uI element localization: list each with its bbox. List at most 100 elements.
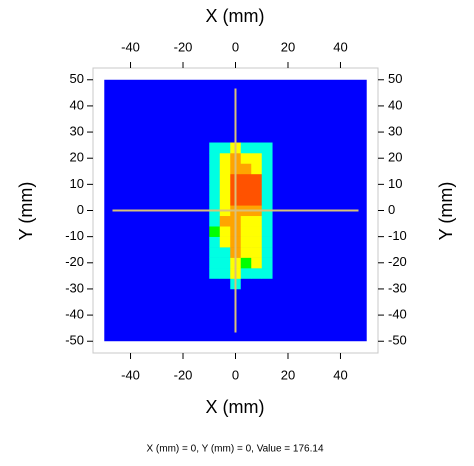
heatmap-cell [209, 268, 221, 279]
y-tick-label-right: 10 [388, 176, 402, 191]
heatmap-cell [209, 247, 221, 258]
heatmap-cell [209, 278, 221, 290]
x-axis-title-bottom: X (mm) [206, 397, 265, 417]
heatmap-cell [251, 247, 263, 258]
heatmap-cell [240, 247, 252, 258]
heatmap-cell [261, 268, 273, 279]
y-tick-label-left: 50 [70, 71, 84, 86]
heatmap-cell [261, 278, 273, 290]
heatmap-cell [240, 194, 252, 206]
heatmap-cell [219, 142, 231, 154]
heatmap-cell [240, 215, 252, 227]
heatmap-cell [240, 257, 252, 269]
y-tick-label-left: -20 [65, 254, 84, 269]
y-tick-label-left: 10 [70, 176, 84, 191]
y-tick-label-right: 40 [388, 97, 402, 112]
x-tick-label-bottom: 40 [333, 367, 347, 382]
x-tick-label-top: 20 [281, 39, 295, 54]
x-tick-label-top: 40 [333, 39, 347, 54]
heatmap-cell [219, 173, 231, 185]
heatmap-cell [261, 215, 273, 227]
y-tick-label-right: -50 [388, 333, 407, 348]
heatmap-cell [261, 142, 273, 154]
heatmap-cell [219, 278, 231, 290]
y-axis-title-right: Y (mm) [436, 182, 456, 241]
heatmap-cell [209, 184, 221, 196]
heatmap-cell [219, 194, 231, 206]
heatmap-cell [209, 215, 221, 227]
heatmap-cell [240, 268, 252, 279]
heatmap-cell [240, 142, 252, 154]
y-tick-label-left: -40 [65, 307, 84, 322]
heatmap-cell [240, 226, 252, 237]
heatmap-cell [240, 173, 252, 185]
y-tick-label-right: -30 [388, 280, 407, 295]
x-tick-label-top: 0 [232, 39, 239, 54]
heatmap-cell [261, 257, 273, 269]
y-tick-label-left: 30 [70, 123, 84, 138]
heatmap-cell [261, 236, 273, 248]
heatmap-cell [261, 184, 273, 196]
x-axis-title-top: X (mm) [206, 6, 265, 26]
heatmap-cell [219, 163, 231, 175]
heatmap-cell [240, 184, 252, 196]
heatmap-cell [209, 142, 221, 154]
y-tick-label-right: -40 [388, 307, 407, 322]
heatmap-cell [209, 163, 221, 175]
heatmap-cell [240, 163, 252, 175]
y-tick-label-left: 40 [70, 97, 84, 112]
heatmap-cell [251, 163, 263, 175]
heatmap-cell [261, 194, 273, 206]
heatmap-cell [261, 173, 273, 185]
x-tick-label-top: -40 [121, 39, 140, 54]
y-axis-title-left: Y (mm) [16, 182, 36, 241]
heatmap-cell [209, 194, 221, 206]
heatmap-cell [209, 152, 221, 164]
heatmap-cell [209, 173, 221, 185]
x-tick-label-bottom: -40 [121, 367, 140, 382]
heatmap-cell [251, 142, 263, 154]
heatmap-cell [219, 268, 231, 279]
y-tick-label-left: 20 [70, 150, 84, 165]
heatmap-cell [251, 257, 263, 269]
heatmap-cell [251, 184, 263, 196]
y-tick-label-right: 20 [388, 150, 402, 165]
heatmap-cell [261, 226, 273, 237]
y-tick-label-right: -20 [388, 254, 407, 269]
y-tick-label-left: 0 [77, 202, 84, 217]
heatmap-cell [251, 226, 263, 237]
heatmap-cell [251, 152, 263, 164]
heatmap-cell [261, 163, 273, 175]
heatmap-cell [261, 247, 273, 258]
heatmap-cell [240, 278, 252, 290]
x-tick-label-top: -20 [174, 39, 193, 54]
heatmap-cell [240, 152, 252, 164]
heatmap-cell [219, 226, 231, 237]
heatmap-cell [251, 268, 263, 279]
x-tick-label-bottom: 20 [281, 367, 295, 382]
heatmap-cell [219, 184, 231, 196]
heatmap-cell [251, 194, 263, 206]
heatmap-cell [251, 278, 263, 290]
heatmap-cell [219, 257, 231, 269]
heatmap-cell [219, 215, 231, 227]
y-tick-label-right: 0 [388, 202, 395, 217]
heatmap-cell [251, 236, 263, 248]
heatmap-cell [209, 236, 221, 248]
status-text: X (mm) = 0, Y (mm) = 0, Value = 176.14 [146, 444, 323, 455]
heatmap-cell [219, 236, 231, 248]
heatmap-cell [209, 226, 221, 237]
heatmap-cell [219, 247, 231, 258]
x-tick-label-bottom: 0 [232, 367, 239, 382]
y-tick-label-right: -10 [388, 228, 407, 243]
heatmap-cell [209, 257, 221, 269]
y-tick-label-right: 50 [388, 71, 402, 86]
y-tick-label-left: -10 [65, 228, 84, 243]
heatmap-cell [251, 173, 263, 185]
y-tick-label-left: -50 [65, 333, 84, 348]
heatmap-cell [219, 152, 231, 164]
y-tick-label-left: -30 [65, 280, 84, 295]
heatmap-cell [261, 152, 273, 164]
y-tick-label-right: 30 [388, 123, 402, 138]
